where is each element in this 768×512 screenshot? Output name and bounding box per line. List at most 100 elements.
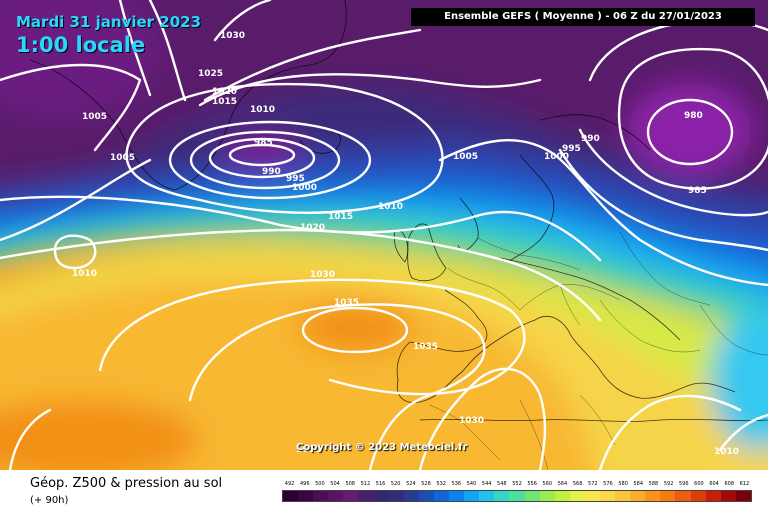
map-caption: Géop. Z500 & pression au sol	[30, 476, 223, 491]
scale-swatch	[615, 491, 631, 501]
scale-tick-label: 544	[481, 481, 492, 487]
pressure-label: 985	[688, 186, 707, 196]
pressure-label: 1035	[413, 342, 438, 352]
scale-tick-label: 596	[678, 481, 689, 487]
scale-swatch	[418, 491, 434, 501]
scale-swatch	[358, 491, 374, 501]
isobar-980	[646, 98, 734, 166]
scale-swatch	[464, 491, 480, 501]
country-borders	[429, 231, 768, 470]
scale-tick-label: 592	[663, 481, 674, 487]
scale-tick-label: 572	[588, 481, 598, 487]
scale-swatch	[630, 491, 646, 501]
scale-tick-label: 576	[603, 481, 613, 487]
pressure-label: 985	[254, 138, 273, 148]
scale-tick-label: 568	[572, 481, 583, 487]
pressure-label: 995	[562, 144, 581, 154]
scale-tick-labels: 492 496 500 504 508 512 516 520 524 528 532 536 540 5…	[282, 480, 752, 490]
pressure-label: 1015	[328, 212, 353, 222]
scale-tick-label: 524	[406, 481, 416, 487]
pressure-label: 980	[684, 111, 703, 121]
pressure-label: 995	[286, 174, 305, 184]
scale-tick-label: 580	[618, 481, 628, 487]
scale-swatch	[539, 491, 555, 501]
scale-swatches	[282, 490, 752, 502]
scale-swatch	[283, 491, 299, 501]
scale-swatch	[675, 491, 691, 501]
scale-swatch	[509, 491, 525, 501]
scale-swatch	[328, 491, 344, 501]
geopotential-color-scale: 492 496 500 504 508 512 516 520 524 528 532 536 540 5…	[282, 480, 752, 502]
scale-swatch	[449, 491, 465, 501]
scale-swatch	[720, 491, 736, 501]
pressure-label: 1000	[292, 183, 317, 193]
pressure-label: 1010	[296, 445, 321, 455]
pressure-label-layer: 1030 1025 1020 1015 1010 1005 985 990 99…	[72, 31, 739, 457]
isobar-985	[228, 143, 296, 167]
pressure-label: 1005	[82, 112, 107, 122]
isobar-layer	[0, 0, 768, 470]
pressure-geopotential-map: 1030 1025 1020 1015 1010 1005 985 990 99…	[0, 0, 768, 470]
scale-tick-label: 600	[694, 481, 704, 487]
pressure-label: 990	[262, 167, 281, 177]
scale-tick-label: 552	[512, 481, 522, 487]
scale-tick-label: 560	[542, 481, 553, 487]
isobar-1035	[301, 306, 409, 354]
scale-swatch	[479, 491, 495, 501]
scale-tick-label: 608	[724, 481, 735, 487]
scale-swatch	[524, 491, 540, 501]
scale-tick-label: 532	[436, 481, 446, 487]
scale-swatch	[433, 491, 450, 501]
scale-swatch	[690, 491, 706, 501]
scale-swatch	[388, 491, 404, 501]
scale-swatch	[660, 491, 676, 501]
pressure-label: 1030	[310, 270, 335, 280]
pressure-label: 990	[581, 134, 600, 144]
scale-tick-label: 540	[466, 481, 477, 487]
scale-swatch	[645, 491, 661, 501]
scale-tick-label: 612	[739, 481, 750, 487]
scale-tick-label: 548	[497, 481, 507, 487]
scale-tick-label: 588	[648, 481, 659, 487]
scale-tick-label: 504	[330, 481, 340, 487]
scale-tick-label: 496	[299, 481, 310, 487]
scale-swatch	[735, 491, 751, 501]
pressure-label: 1000	[544, 152, 569, 162]
forecast-time: 1:00 locale	[16, 33, 146, 57]
scale-swatch	[373, 491, 389, 501]
forecast-lead-time: (+ 90h)	[30, 495, 69, 506]
scale-swatch	[569, 491, 585, 501]
scale-swatch	[403, 491, 419, 501]
scale-tick-label: 528	[421, 481, 431, 487]
scale-tick-label: 584	[633, 481, 644, 487]
pressure-label: 1010	[378, 202, 403, 212]
scale-swatch	[494, 491, 510, 501]
pressure-label: 1025	[198, 69, 223, 79]
pressure-label: 1030	[220, 31, 245, 41]
scale-swatch	[584, 491, 600, 501]
scale-swatch	[313, 491, 329, 501]
pressure-label: 1030	[459, 416, 484, 426]
pressure-label: 1035	[334, 298, 359, 308]
scale-swatch	[599, 491, 616, 501]
scale-tick-label: 520	[390, 481, 401, 487]
isobar-1005-low	[125, 82, 444, 214]
pressure-label: 1020	[300, 223, 325, 233]
pressure-label: 1010	[714, 447, 739, 457]
scale-tick-label: 604	[709, 481, 719, 487]
forecast-date: Mardi 31 janvier 2023	[16, 13, 202, 31]
scale-swatch	[705, 491, 721, 501]
scale-swatch	[298, 491, 314, 501]
copyright-notice: Copyright © 2023 Meteociel.fr	[296, 442, 468, 453]
pressure-label: 1010	[250, 105, 275, 115]
pressure-label: 1015	[212, 97, 237, 107]
scale-tick-label: 500	[315, 481, 325, 487]
scale-tick-label: 556	[527, 481, 537, 487]
scale-swatch	[343, 491, 359, 501]
scale-tick-label: 508	[345, 481, 355, 487]
pressure-label: 1005	[453, 152, 478, 162]
scale-swatch	[554, 491, 570, 501]
pressure-label: 1005	[110, 153, 135, 163]
model-run-banner: Ensemble GEFS ( Moyenne ) - 06 Z du 27/0…	[411, 8, 755, 26]
